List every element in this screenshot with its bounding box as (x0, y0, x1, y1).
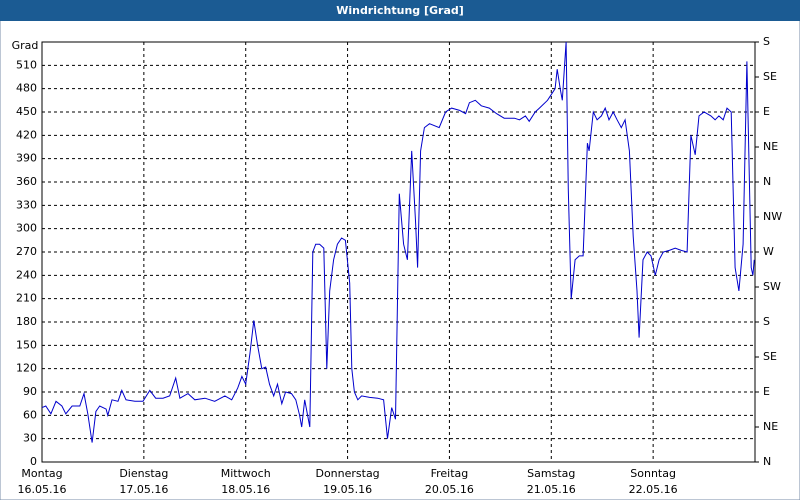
x-tick-label: 16.05.16 (18, 483, 67, 496)
y-tick-label: 480 (16, 82, 37, 95)
y2-tick-label: E (763, 385, 770, 398)
x-tick-day: Dienstag (119, 467, 168, 480)
x-tick-label: 19.05.16 (323, 483, 372, 496)
y-tick-label: 120 (16, 362, 37, 375)
y2-tick-label: NE (763, 420, 778, 433)
y2-tick-label: SE (763, 70, 777, 83)
y2-tick-label: NW (763, 210, 782, 223)
x-tick-day: Montag (21, 467, 62, 480)
x-tick-label: 22.05.16 (629, 483, 678, 496)
y-tick-label: 240 (16, 268, 37, 281)
y2-tick-label: SE (763, 350, 777, 363)
y-tick-label: 0 (30, 455, 37, 468)
x-tick-day: Freitag (431, 467, 469, 480)
y-tick-label: 330 (16, 198, 37, 211)
x-tick-label: 21.05.16 (527, 483, 576, 496)
x-tick-day: Sonntag (630, 467, 676, 480)
y-tick-label: 90 (23, 385, 37, 398)
y2-tick-label: SW (763, 280, 781, 293)
y-tick-label: 270 (16, 245, 37, 258)
y2-tick-label: S (763, 35, 770, 48)
y-tick-label: 390 (16, 152, 37, 165)
y-axis-label: Grad (12, 39, 39, 52)
y-tick-label: 420 (16, 128, 37, 141)
x-tick-day: Samstag (527, 467, 575, 480)
y2-tick-label: N (763, 455, 771, 468)
y2-tick-label: N (763, 175, 771, 188)
y-tick-label: 450 (16, 105, 37, 118)
y2-tick-label: E (763, 105, 770, 118)
y2-tick-label: W (763, 245, 774, 258)
y-tick-label: 150 (16, 338, 37, 351)
x-tick-label: 20.05.16 (425, 483, 474, 496)
y2-tick-label: NE (763, 140, 778, 153)
y-tick-label: 180 (16, 315, 37, 328)
x-tick-day: Mittwoch (221, 467, 271, 480)
y-tick-label: 510 (16, 58, 37, 71)
title-bar (0, 0, 800, 21)
y-tick-label: 210 (16, 292, 37, 305)
y2-tick-label: S (763, 315, 770, 328)
y-tick-label: 360 (16, 175, 37, 188)
x-tick-label: 18.05.16 (221, 483, 270, 496)
y-tick-label: 60 (23, 408, 37, 421)
x-tick-label: 17.05.16 (119, 483, 168, 496)
data-line (41, 41, 755, 443)
x-tick-day: Donnerstag (315, 467, 379, 480)
y-tick-label: 300 (16, 222, 37, 235)
y-tick-label: 30 (23, 432, 37, 445)
chart-title: Windrichtung [Grad] (336, 4, 464, 17)
